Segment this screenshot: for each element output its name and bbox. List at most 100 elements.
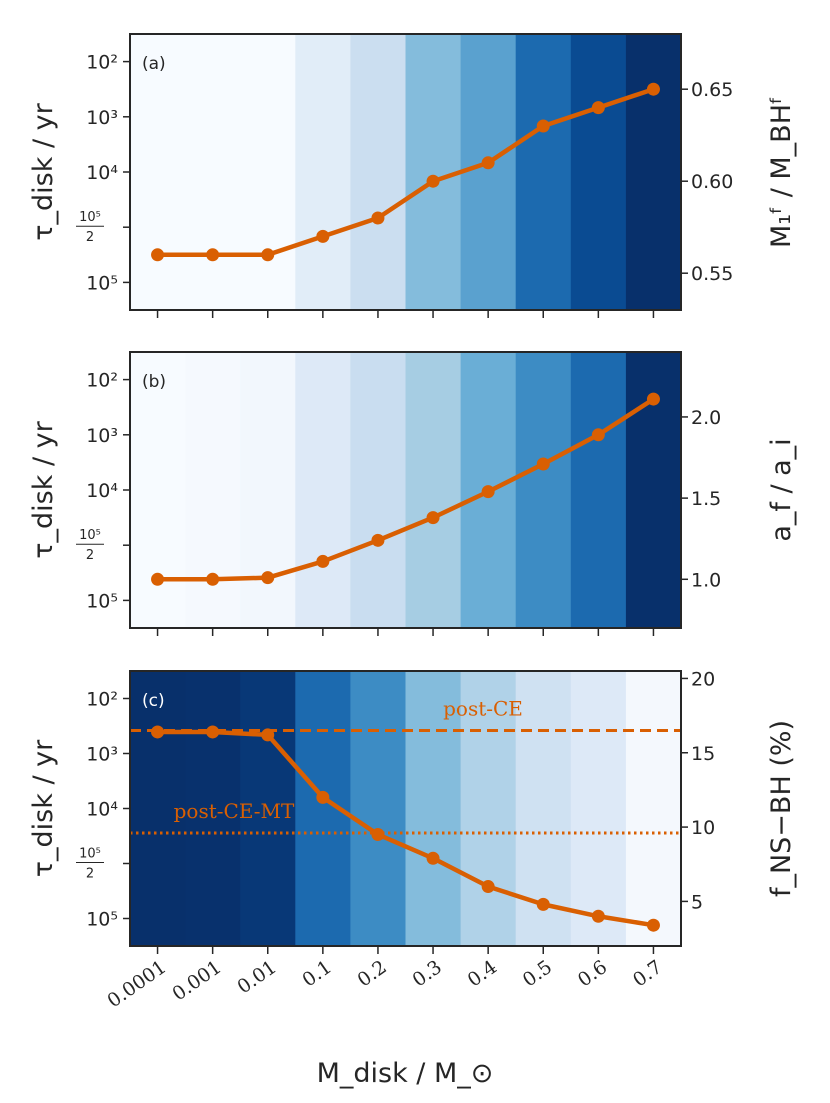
band-cell (625, 34, 682, 310)
x-tick-label: 0.001 (168, 956, 225, 1005)
left-tick-label: 10⁵ (79, 847, 101, 862)
data-point (206, 725, 220, 739)
left-tick-label: 10⁵ (86, 909, 118, 931)
data-point (206, 248, 220, 262)
data-point (591, 909, 605, 923)
data-point (481, 880, 495, 894)
left-tick-label: 10³ (86, 425, 118, 447)
data-point (536, 457, 550, 471)
panel-b: (b) 10² 10³ 10⁴ 10⁵ 2 10⁵ τ_disk / yr 1.0 1.5 2.0 a… (28, 351, 797, 636)
left-tick-label: 10² (86, 689, 118, 711)
data-point (646, 918, 660, 932)
left-tick-label: 10² (86, 370, 118, 392)
data-point (481, 156, 495, 170)
right-tick-label: 1.0 (691, 569, 721, 591)
data-point (206, 572, 220, 586)
right-tick-label: 2.0 (691, 407, 721, 429)
data-point (481, 485, 495, 499)
x-axis-title: M_disk / M_⊙ (317, 1058, 494, 1089)
left-tick-label: 10⁴ (86, 162, 118, 184)
data-point (316, 790, 330, 804)
data-point (646, 392, 660, 406)
left-tick-label: 10³ (86, 107, 118, 129)
right-tick-label: 0.55 (691, 263, 733, 285)
left-axis-title: τ_disk / yr (28, 420, 59, 558)
left-tick-label: 2 (86, 867, 94, 882)
x-tick-label: 0.3 (409, 956, 446, 991)
left-tick-label: 10⁵ (79, 210, 101, 225)
left-tick-label: 10² (86, 52, 118, 74)
data-point (371, 211, 385, 225)
band-cell (130, 671, 186, 946)
right-axis-title: a_f / a_i (766, 438, 797, 541)
band-cell (405, 671, 462, 946)
right-tick-label: 10 (691, 817, 715, 839)
data-point (261, 248, 275, 262)
data-point (591, 428, 605, 442)
data-point (316, 554, 330, 568)
panel-tag: (b) (142, 372, 166, 392)
right-tick-label: 0.65 (691, 79, 733, 101)
series-line (157, 729, 654, 928)
band-cell (515, 34, 572, 310)
band-cell (130, 34, 186, 310)
data-point (426, 511, 440, 525)
panel-c: post-CE post-CE-MT (c) 10² 10³ 10⁴ 10⁵ 2 10⁵ τ_di… (28, 668, 797, 954)
left-tick-label: 10³ (86, 744, 118, 766)
panel-a: (a) 10² 10³ 10⁴ 10⁵ 2 10⁵ τ_disk / yr 0.55 0.60 0.… (28, 33, 797, 318)
panel-tag: (c) (142, 691, 165, 711)
band-cell (460, 671, 517, 946)
band-cell (185, 352, 241, 628)
series-line (157, 87, 655, 258)
data-point (426, 174, 440, 188)
x-tick-label: 0.2 (353, 956, 390, 991)
data-point (151, 248, 165, 262)
x-tick-label: 0.6 (574, 956, 611, 991)
data-point (591, 101, 605, 115)
band-cell (240, 352, 296, 628)
series-line (157, 397, 655, 582)
data-point (316, 229, 330, 243)
data-point (371, 533, 385, 547)
right-tick-label: 5 (691, 891, 703, 913)
band-cell (570, 671, 627, 946)
x-tick-label: 0.5 (519, 956, 556, 991)
right-tick-label: 15 (691, 743, 715, 765)
right-axis-title: f_NS−BH (%) (766, 720, 797, 897)
panel-tag: (a) (142, 54, 166, 74)
x-tick-label: 0.01 (233, 956, 280, 998)
band-cell (515, 352, 572, 628)
reference-line-label: post-CE (443, 696, 523, 720)
left-axis-title: τ_disk / yr (28, 102, 59, 240)
x-tick-label: 0.0001 (103, 956, 170, 1012)
data-point (646, 82, 660, 96)
band-cell (185, 671, 241, 946)
right-tick-label: 20 (691, 668, 715, 690)
band-cell (405, 34, 462, 310)
left-tick-label: 10⁴ (86, 799, 118, 821)
band-cell (185, 34, 241, 310)
data-point (371, 828, 385, 842)
band-cell (295, 352, 351, 628)
band-cell (405, 352, 462, 628)
x-tick-label: 0.4 (464, 956, 501, 991)
left-tick-label: 10⁵ (86, 272, 118, 294)
band-cell (295, 34, 351, 310)
reference-line-label: post-CE-MT (174, 799, 295, 823)
x-tick-label: 0.7 (629, 956, 666, 991)
band-cell (240, 671, 296, 946)
band-cell (570, 352, 627, 628)
data-point (151, 725, 165, 739)
band-cell (350, 34, 406, 310)
x-tick-label: 0.1 (298, 956, 335, 991)
data-point (261, 571, 275, 585)
left-tick-label: 10⁵ (79, 528, 101, 543)
data-point (261, 728, 275, 742)
band-cell (350, 352, 406, 628)
left-tick-label: 10⁵ (86, 590, 118, 612)
data-point (426, 851, 440, 865)
left-tick-label: 2 (86, 548, 94, 563)
left-tick-label: 10⁴ (86, 480, 118, 502)
